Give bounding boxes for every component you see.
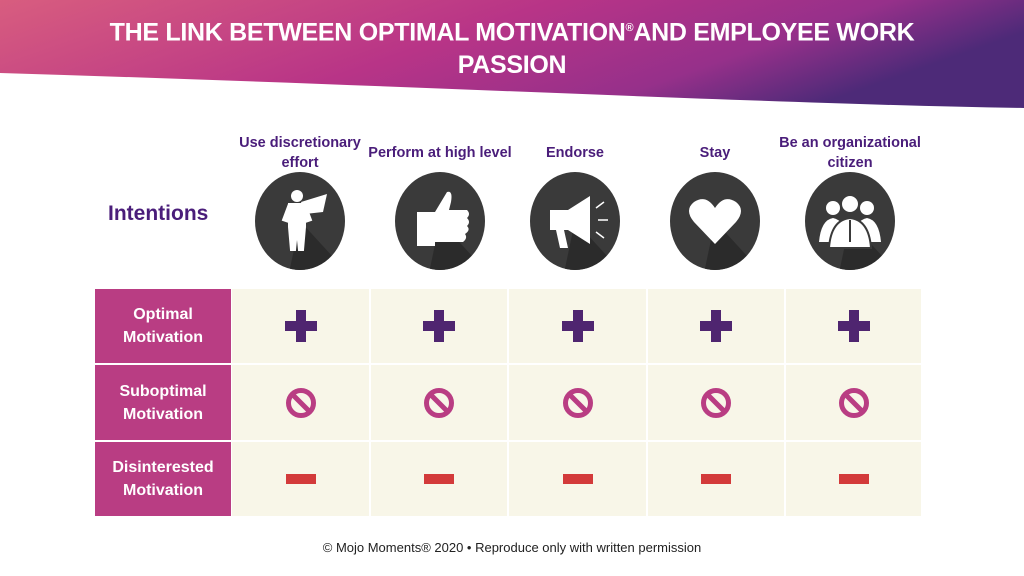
prohibited-icon <box>838 387 869 418</box>
table-cell <box>371 365 507 440</box>
plus-icon <box>700 310 732 342</box>
minus-icon <box>701 474 731 484</box>
column-header: Perform at high level <box>368 145 512 161</box>
page-title: THE LINK BETWEEN OPTIMAL MOTIVATION®AND … <box>109 18 915 80</box>
table-cell <box>232 442 369 516</box>
header-banner <box>0 0 1024 108</box>
thumbs-up-icon <box>395 172 485 270</box>
table-cell <box>786 365 921 440</box>
column-header: Endorse <box>545 145 604 161</box>
column-header: Be an organizational citizen <box>779 135 921 171</box>
table-cell <box>232 289 369 363</box>
intentions-label: Intentions <box>108 202 209 225</box>
minus-icon <box>838 474 869 484</box>
row-header: Suboptimal Motivation <box>95 365 231 440</box>
group-icon <box>805 172 895 270</box>
heart-icon <box>670 172 760 270</box>
plus-icon <box>837 310 870 342</box>
superhero-icon <box>255 172 345 270</box>
table-cell <box>786 442 921 516</box>
copyright-footer: © Mojo Moments® 2020 • Reproduce only wi… <box>322 540 702 555</box>
table-cell <box>509 365 646 440</box>
table-cell <box>648 442 784 516</box>
megaphone-icon <box>530 172 620 270</box>
table-cell <box>371 289 507 363</box>
table-cell <box>509 289 646 363</box>
minus-icon <box>562 474 593 484</box>
minus-icon <box>424 474 454 484</box>
prohibited-icon <box>701 387 731 418</box>
table-cell <box>648 289 784 363</box>
prohibited-icon <box>285 387 316 418</box>
table-cell <box>509 442 646 516</box>
plus-icon <box>284 310 317 342</box>
table-cell <box>648 365 784 440</box>
table-cell <box>371 442 507 516</box>
prohibited-icon <box>562 387 593 418</box>
minus-icon <box>285 474 316 484</box>
table-cell <box>786 289 921 363</box>
row-header: Disinterested Motivation <box>95 442 231 516</box>
column-header: Use discretionary effort <box>239 135 361 171</box>
table-cell <box>232 365 369 440</box>
column-header: Stay <box>699 145 731 161</box>
plus-icon <box>423 310 455 342</box>
row-header: Optimal Motivation <box>95 289 231 363</box>
prohibited-icon <box>424 387 454 418</box>
plus-icon <box>561 310 594 342</box>
